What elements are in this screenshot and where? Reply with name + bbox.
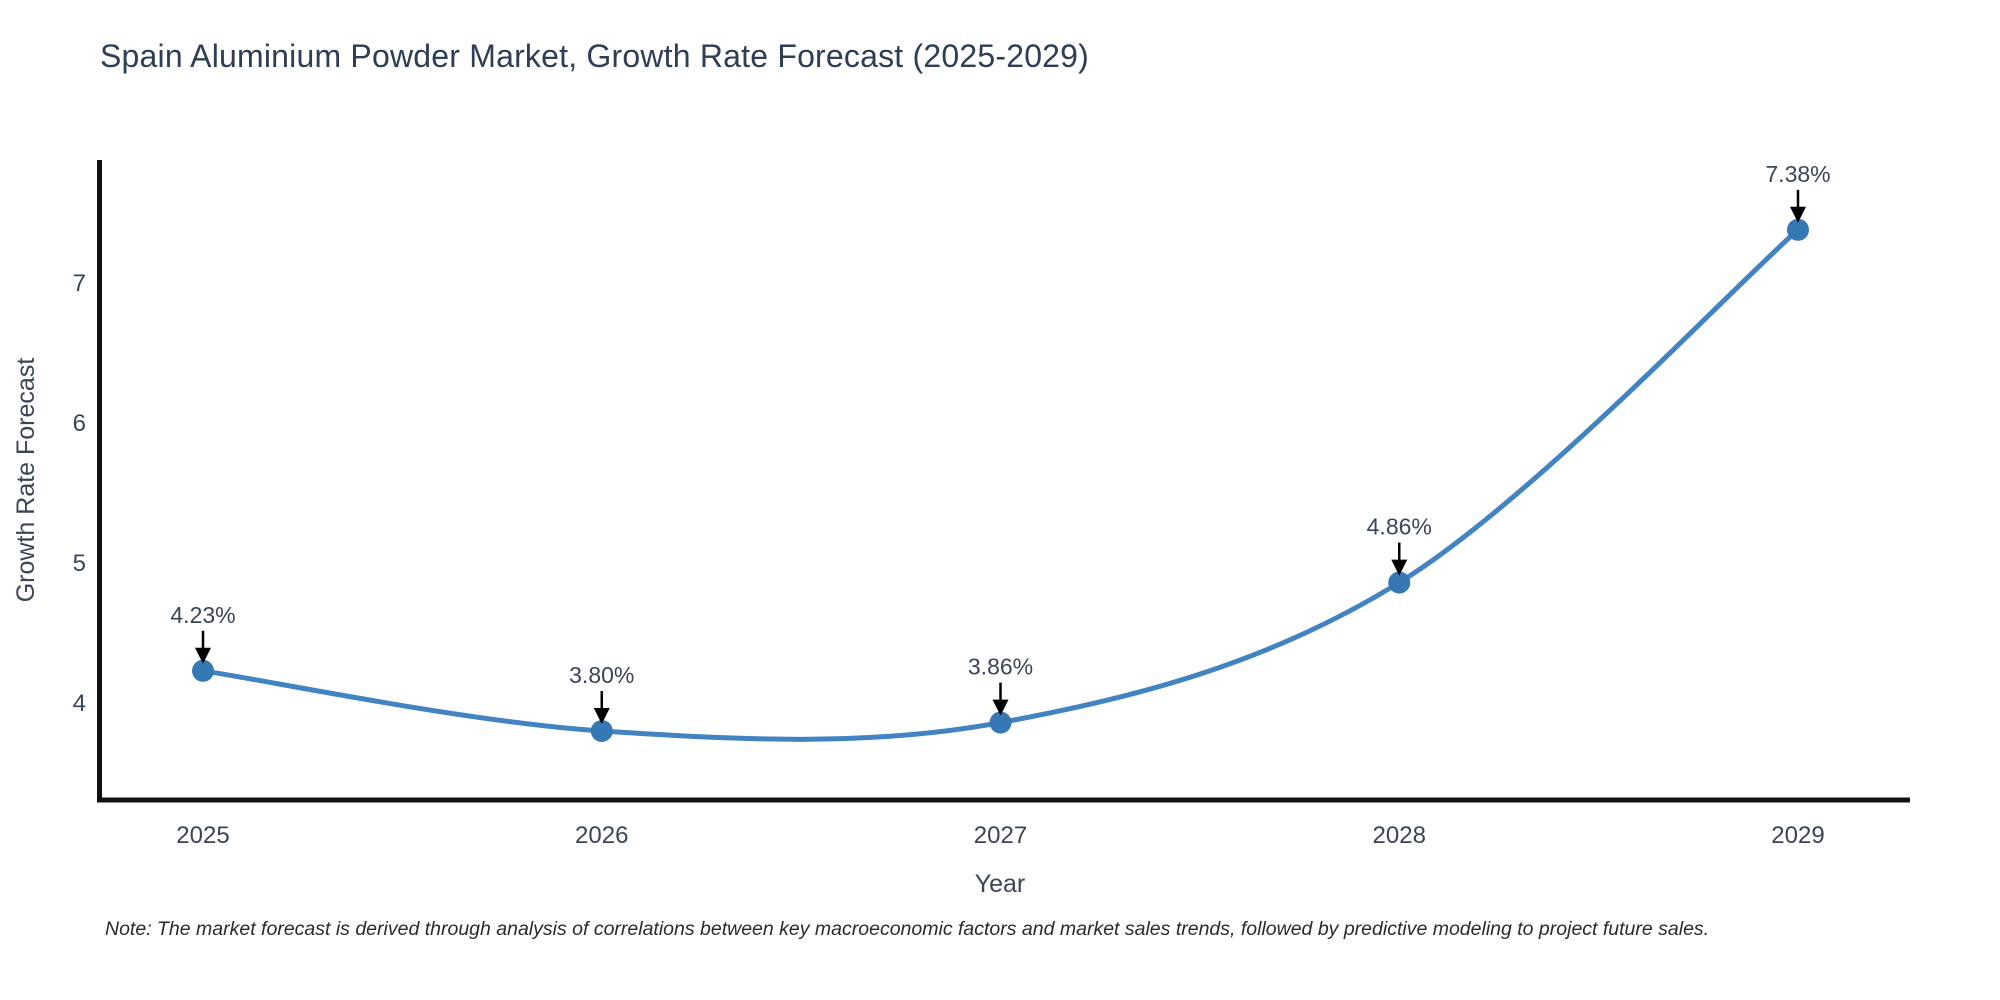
x-axis-title: Year xyxy=(975,870,1026,898)
footnote: Note: The market forecast is derived thr… xyxy=(105,918,1710,940)
point-value-label: 7.38% xyxy=(1765,161,1830,187)
y-tick-label: 6 xyxy=(73,410,86,437)
point-value-label: 4.23% xyxy=(170,602,235,628)
annotation-arrow-head xyxy=(992,699,1009,716)
data-point-marker xyxy=(192,659,214,682)
annotation-arrow-head xyxy=(1790,206,1806,223)
x-tick-label: 2029 xyxy=(1771,822,1824,849)
x-tick-label: 2028 xyxy=(1373,822,1426,849)
y-tick-label: 7 xyxy=(73,270,86,297)
x-tick-label: 2025 xyxy=(176,822,229,849)
annotation-arrow-head xyxy=(195,647,211,664)
point-value-label: 3.86% xyxy=(968,654,1033,680)
data-point-marker xyxy=(1787,218,1809,241)
data-point-marker xyxy=(1388,571,1411,594)
y-tick-label: 5 xyxy=(73,550,86,577)
data-point-marker xyxy=(989,711,1012,734)
x-tick-label: 2027 xyxy=(974,822,1027,849)
x-tick-label: 2026 xyxy=(575,822,628,849)
annotation-arrow-head xyxy=(1391,559,1408,576)
y-axis-title: Growth Rate Forecast xyxy=(12,358,40,603)
chart-title: Spain Aluminium Powder Market, Growth Ra… xyxy=(100,38,1090,74)
point-value-label: 3.80% xyxy=(569,662,634,688)
annotation-arrow-head xyxy=(593,708,610,724)
data-point-marker xyxy=(590,720,613,742)
point-value-label: 4.86% xyxy=(1367,514,1432,540)
y-tick-label: 4 xyxy=(73,690,86,717)
